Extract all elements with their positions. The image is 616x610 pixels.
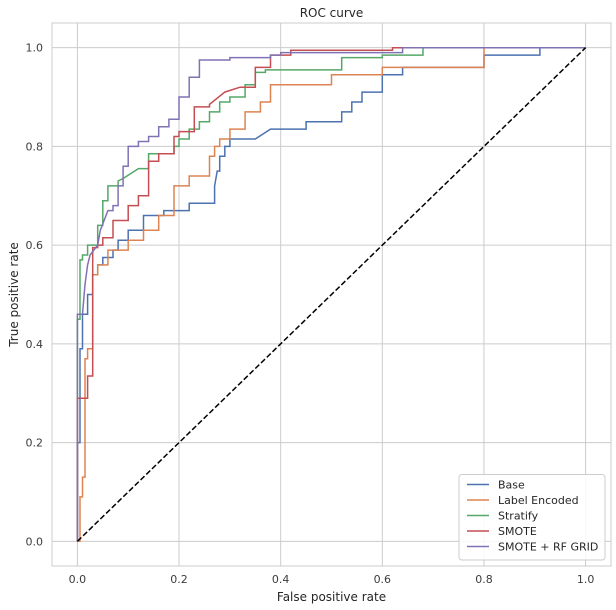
x-tick-labels: 0.0 0.2 0.4 0.6 0.8 1.0 — [69, 573, 595, 586]
x-tick-label: 0.8 — [475, 573, 493, 586]
series-lines — [76, 46, 587, 543]
y-tick-label: 0.8 — [26, 140, 44, 153]
series-line-stratify — [76, 46, 586, 542]
legend-box — [458, 474, 606, 561]
y-tick-label: 0.0 — [26, 535, 44, 548]
y-tick-label: 0.6 — [26, 239, 44, 252]
legend-label: Label Encoded — [498, 494, 579, 507]
series-line-smote-rf-grid — [76, 46, 586, 542]
legend-label: Base — [498, 479, 525, 492]
x-tick-label: 0.0 — [69, 573, 87, 586]
legend-label: Stratify — [498, 510, 539, 523]
series-line-label-encoded — [77, 46, 586, 543]
y-tick-labels: 0.0 0.2 0.4 0.6 0.8 1.0 — [26, 42, 44, 549]
y-axis-label: True positive rate — [7, 242, 21, 348]
y-tick-label: 0.2 — [26, 437, 44, 450]
x-axis-label: False positive rate — [277, 590, 386, 604]
legend-label: SMOTE — [498, 525, 537, 538]
chance-diagonal-line — [76, 47, 587, 542]
x-tick-label: 0.6 — [374, 573, 392, 586]
x-tick-label: 0.2 — [170, 573, 188, 586]
y-tick-label: 0.4 — [26, 338, 44, 351]
x-tick-label: 1.0 — [577, 573, 595, 586]
y-tick-label: 1.0 — [26, 42, 44, 55]
legend-label: SMOTE + RF GRID — [498, 541, 598, 554]
chart-title: ROC curve — [300, 6, 364, 20]
x-tick-label: 0.4 — [272, 573, 290, 586]
legend: Base Label Encoded Stratify SMOTE SMOTE + RF… — [458, 474, 606, 561]
